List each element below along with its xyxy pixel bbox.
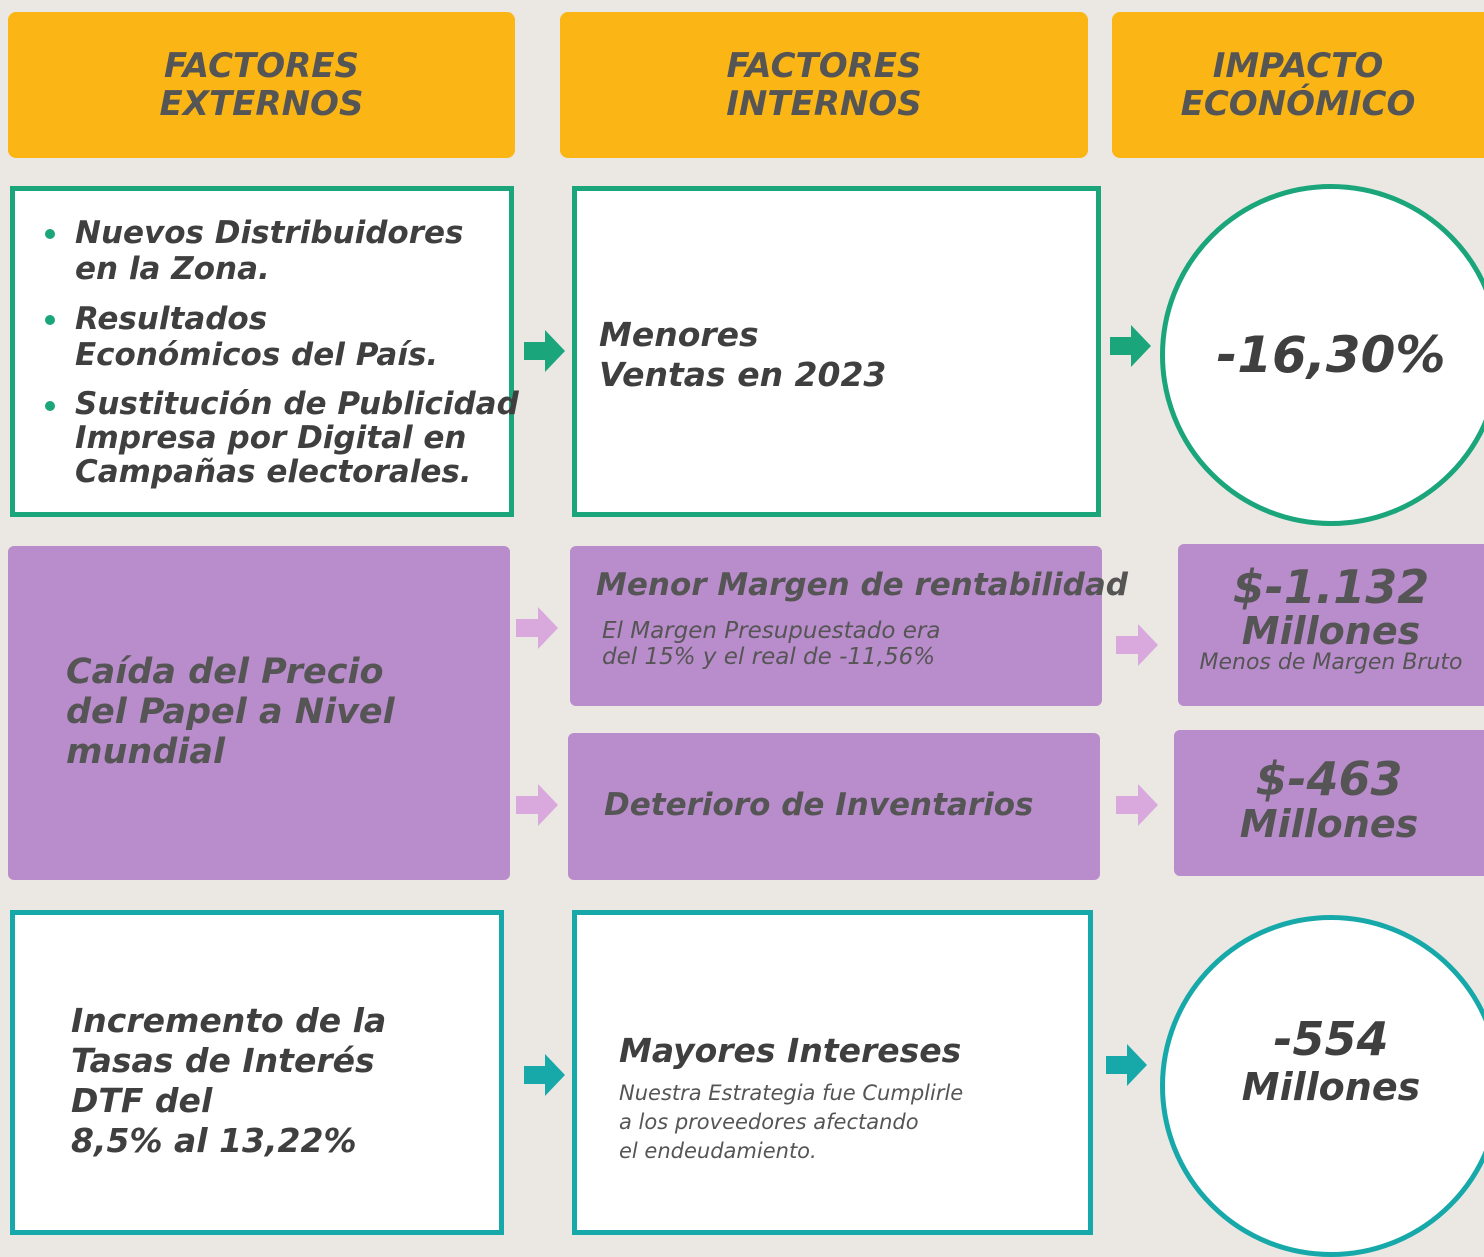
text-line: a los proveedores afectando [619,1110,919,1134]
text-line: El Margen Presupuestado era [602,618,941,644]
impact-value: $-1.132 [1232,560,1430,614]
bullet-dot [45,401,55,411]
arrow [524,330,565,372]
arrow [1116,624,1158,666]
text-line: Incremento de la [71,1001,387,1040]
internal-box: Menores Ventas en 2023 [572,186,1101,517]
external-box: Caída del Precio del Papel a Nivel mundi… [8,546,510,880]
impact-circle: -16,30% [1160,184,1484,526]
text-line: 8,5% al 13,22% [71,1121,357,1160]
text-line: Menor Margen de rentabilidad [596,567,1128,603]
internal-box: Mayores Intereses Nuestra Estrategia fue… [572,910,1093,1235]
arrow [1116,784,1158,826]
note: El Margen Presupuestado era del 15% y el… [596,618,1102,670]
text-line: Nuevos Distribuidores [75,215,464,251]
header: FACTORES INTERNOS [560,12,1088,158]
text-line: Económicos del País. [75,337,439,373]
impact-note: Menos de Margen Bruto [1199,650,1463,675]
text-line: Nuestra Estrategia fue Cumplirle [619,1081,964,1105]
text-line: Sustitución de Publicidad [75,386,519,422]
impact-box: $-463 Millones [1174,730,1484,876]
text-line: Mayores Intereses [619,1031,962,1070]
impact-value: -16,30% [1216,326,1446,384]
text-line: en la Zona. [75,251,270,287]
header-line: EXTERNOS [159,84,364,124]
note: Nuestra Estrategia fue Cumplirle a los p… [619,1079,1088,1166]
text-line: Tasas de Interés [71,1041,375,1080]
bullet-item: Resultados Económicos del País. [15,301,509,373]
arrow [524,1054,565,1096]
impact-value: $-463 [1255,752,1403,806]
external-box: Nuevos Distribuidores en la Zona. Result… [10,186,519,517]
internal-box: Menor Margen de rentabilidad El Margen P… [570,546,1128,706]
text-line: Menores [599,315,759,354]
header-line: FACTORES [163,46,360,86]
arrow [516,607,558,649]
bullet-item: Nuevos Distribuidores en la Zona. [15,215,509,287]
internal-box: Deterioro de Inventarios [568,733,1100,880]
text-line: Deterioro de Inventarios [604,787,1034,823]
text-line: Impresa por Digital en [75,420,467,456]
external-box: Incremento de la Tasas de Interés DTF de… [10,910,504,1235]
impact-unit: Millones [1241,609,1421,653]
header-line: ECONÓMICO [1180,84,1416,124]
arrow [516,784,558,826]
text-line: del Papel a Nivel [66,692,395,732]
text-line: Ventas en 2023 [599,355,887,394]
arrow [1110,325,1151,367]
text-line: DTF del [71,1081,213,1120]
impact-circle: -554 Millones [1160,915,1484,1257]
header-line: FACTORES [726,46,922,86]
text-line: Resultados [75,301,268,337]
header-line: IMPACTO [1212,46,1384,86]
impact-box: $-1.132 Millones Menos de Margen Bruto [1178,544,1484,706]
text-line: mundial [66,732,225,772]
impact-unit: Millones [1239,802,1419,846]
header-line: INTERNOS [726,84,922,124]
impact-value: -554 [1273,1012,1389,1066]
text-line: Campañas electorales. [75,454,472,490]
bullet-dot [45,315,55,325]
text-line: el endeudamiento. [619,1139,817,1163]
arrow [1106,1044,1147,1086]
impact-unit: Millones [1241,1065,1421,1109]
bullet-dot [45,229,55,239]
bullet-item: Sustitución de Publicidad Impresa por Di… [15,386,519,490]
header: IMPACTO ECONÓMICO [1112,12,1484,158]
text-line: del 15% y el real de -11,56% [602,644,936,670]
header: FACTORES EXTERNOS [8,12,515,158]
text-line: Caída del Precio [66,652,384,692]
